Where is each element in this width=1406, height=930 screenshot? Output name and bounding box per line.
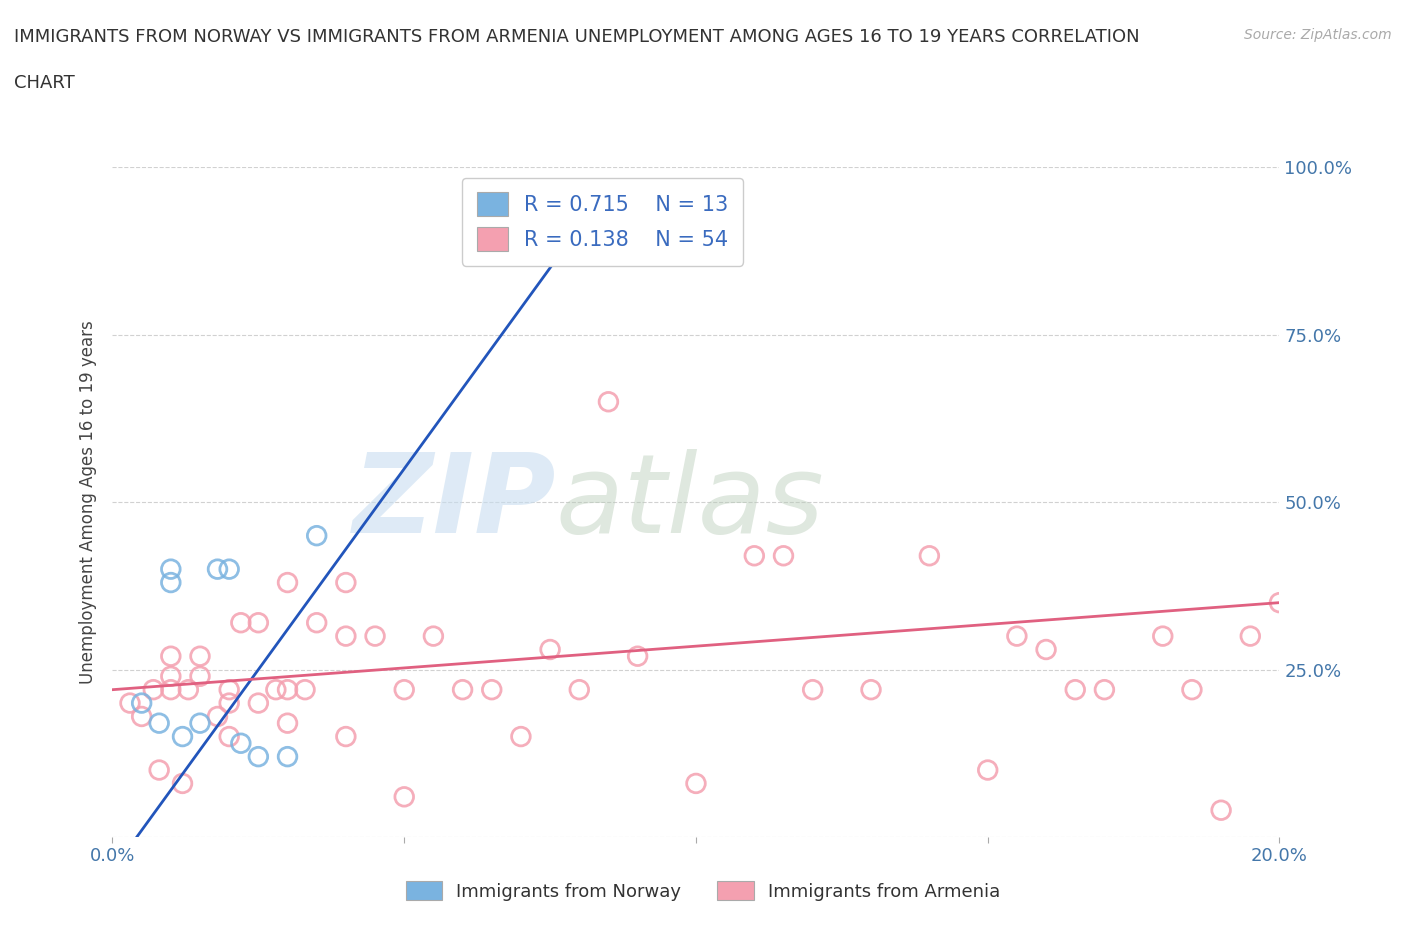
Legend: R = 0.715    N = 13, R = 0.138    N = 54: R = 0.715 N = 13, R = 0.138 N = 54 bbox=[463, 178, 744, 266]
Point bbox=[1152, 629, 1174, 644]
Point bbox=[1181, 683, 1204, 698]
Point bbox=[247, 696, 270, 711]
Point bbox=[276, 575, 298, 590]
Point bbox=[1005, 629, 1028, 644]
Point bbox=[207, 562, 229, 577]
Point bbox=[172, 729, 194, 744]
Text: atlas: atlas bbox=[555, 448, 824, 556]
Point bbox=[247, 750, 270, 764]
Point bbox=[276, 750, 298, 764]
Point bbox=[148, 763, 170, 777]
Point bbox=[976, 763, 998, 777]
Point bbox=[294, 683, 316, 698]
Point bbox=[451, 683, 474, 698]
Legend: Immigrants from Norway, Immigrants from Armenia: Immigrants from Norway, Immigrants from … bbox=[395, 870, 1011, 911]
Point bbox=[188, 649, 211, 664]
Point bbox=[1035, 642, 1057, 657]
Point bbox=[538, 642, 561, 657]
Point bbox=[247, 616, 270, 631]
Point bbox=[188, 669, 211, 684]
Point bbox=[422, 629, 444, 644]
Point bbox=[160, 575, 183, 590]
Point bbox=[335, 575, 357, 590]
Point bbox=[568, 193, 591, 208]
Point bbox=[772, 549, 794, 564]
Point bbox=[335, 729, 357, 744]
Point bbox=[1209, 803, 1232, 817]
Point bbox=[1064, 683, 1087, 698]
Point bbox=[218, 562, 240, 577]
Point bbox=[918, 549, 941, 564]
Point bbox=[131, 709, 153, 724]
Point bbox=[568, 683, 591, 698]
Point bbox=[392, 790, 416, 804]
Point bbox=[188, 716, 211, 731]
Point bbox=[218, 683, 240, 698]
Point bbox=[160, 669, 183, 684]
Point bbox=[305, 616, 328, 631]
Point bbox=[509, 729, 531, 744]
Point bbox=[481, 683, 503, 698]
Point bbox=[305, 528, 328, 543]
Point bbox=[207, 709, 229, 724]
Point bbox=[229, 616, 252, 631]
Point bbox=[160, 649, 183, 664]
Point bbox=[218, 696, 240, 711]
Point bbox=[131, 696, 153, 711]
Point bbox=[1239, 629, 1261, 644]
Point bbox=[172, 776, 194, 790]
Point bbox=[276, 683, 298, 698]
Point bbox=[859, 683, 883, 698]
Point bbox=[364, 629, 387, 644]
Point bbox=[229, 736, 252, 751]
Point bbox=[118, 696, 141, 711]
Point bbox=[177, 683, 200, 698]
Point bbox=[160, 683, 183, 698]
Point bbox=[392, 683, 416, 698]
Point bbox=[218, 729, 240, 744]
Point bbox=[1268, 595, 1291, 610]
Point bbox=[264, 683, 287, 698]
Point bbox=[801, 683, 824, 698]
Point bbox=[598, 394, 620, 409]
Text: CHART: CHART bbox=[14, 74, 75, 92]
Text: Source: ZipAtlas.com: Source: ZipAtlas.com bbox=[1244, 28, 1392, 42]
Point bbox=[276, 716, 298, 731]
Point bbox=[335, 629, 357, 644]
Point bbox=[742, 549, 765, 564]
Point bbox=[685, 776, 707, 790]
Point bbox=[160, 562, 183, 577]
Point bbox=[142, 683, 165, 698]
Text: ZIP: ZIP bbox=[353, 448, 555, 556]
Y-axis label: Unemployment Among Ages 16 to 19 years: Unemployment Among Ages 16 to 19 years bbox=[79, 320, 97, 684]
Point bbox=[1092, 683, 1115, 698]
Point bbox=[148, 716, 170, 731]
Point bbox=[626, 649, 648, 664]
Text: IMMIGRANTS FROM NORWAY VS IMMIGRANTS FROM ARMENIA UNEMPLOYMENT AMONG AGES 16 TO : IMMIGRANTS FROM NORWAY VS IMMIGRANTS FRO… bbox=[14, 28, 1140, 46]
